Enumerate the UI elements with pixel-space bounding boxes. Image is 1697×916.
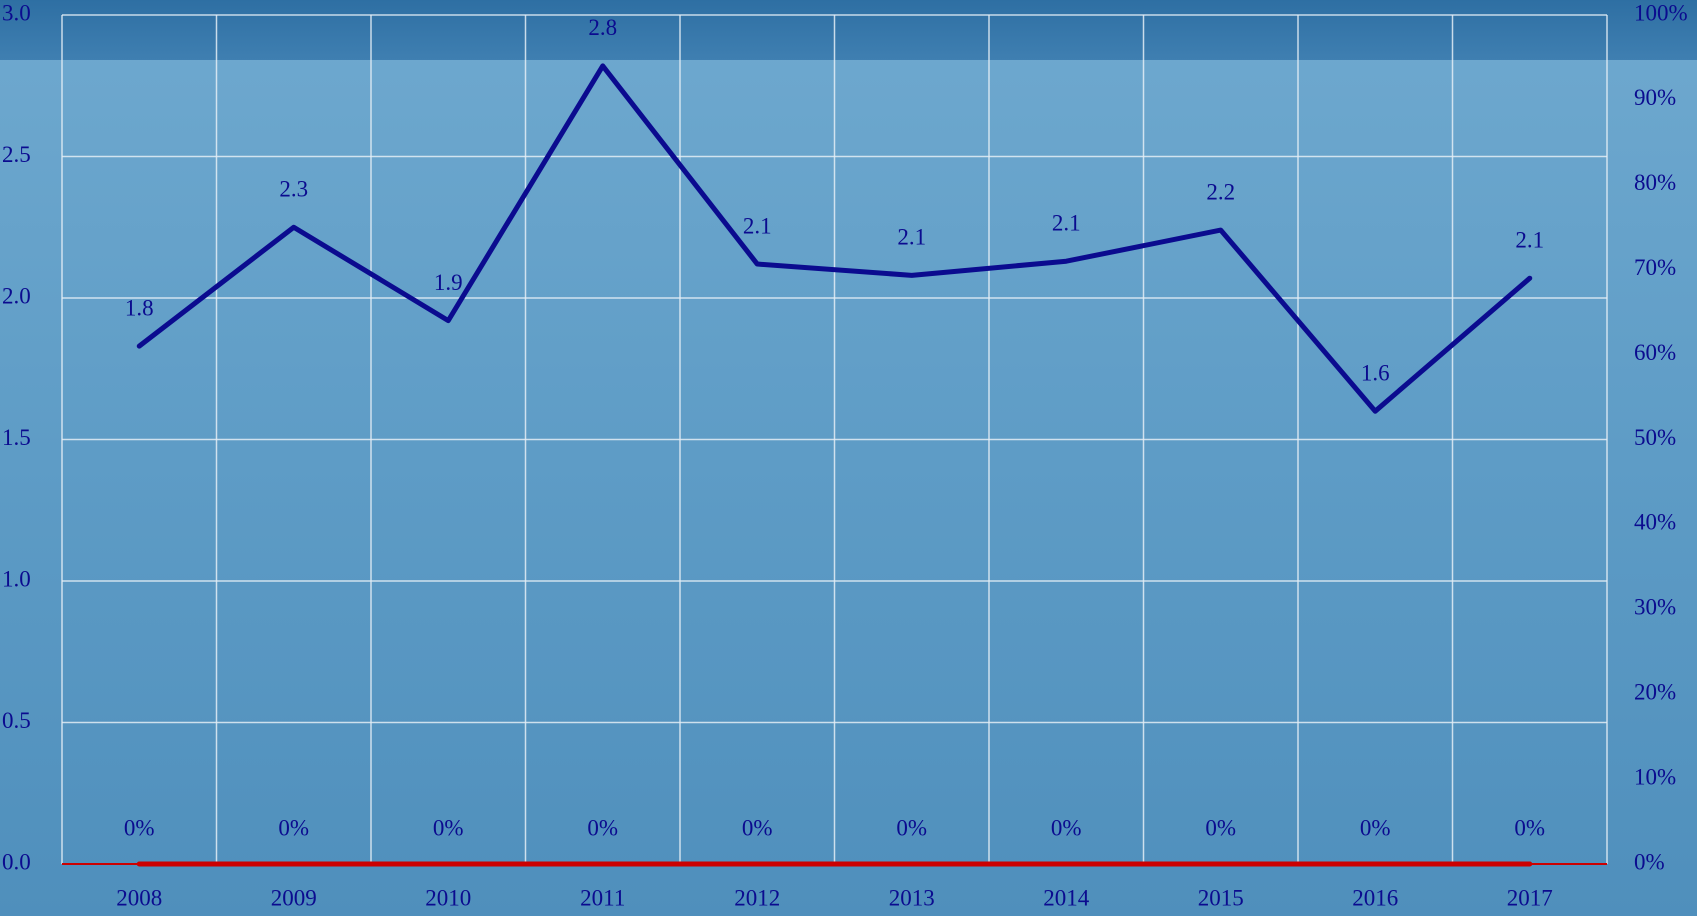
data-label: 0%: [1514, 815, 1545, 840]
x-tick-label: 2010: [425, 885, 471, 910]
data-label: 0%: [1051, 815, 1082, 840]
y2-tick-label: 0%: [1634, 849, 1665, 874]
x-tick-label: 2009: [271, 885, 317, 910]
data-label: 0%: [433, 815, 464, 840]
data-label: 0%: [1360, 815, 1391, 840]
y2-tick-label: 30%: [1634, 595, 1676, 620]
data-label: 2.1: [1052, 210, 1081, 235]
data-label: 0%: [587, 815, 618, 840]
y-tick-label: 1.0: [2, 566, 31, 591]
x-tick-label: 2008: [116, 885, 162, 910]
y2-tick-label: 70%: [1634, 255, 1676, 280]
data-label: 2.3: [279, 177, 308, 202]
x-tick-label: 2014: [1043, 885, 1090, 910]
data-label: 0%: [278, 815, 309, 840]
data-label: 2.1: [1515, 227, 1544, 252]
y-tick-label: 2.5: [2, 142, 31, 167]
data-label: 0%: [896, 815, 927, 840]
data-label: 2.1: [897, 225, 926, 250]
y2-tick-label: 100%: [1634, 0, 1688, 25]
y-tick-label: 2.0: [2, 283, 31, 308]
y-tick-label: 3.0: [2, 0, 31, 25]
data-label: 2.1: [743, 213, 772, 238]
x-tick-label: 2011: [580, 885, 625, 910]
y2-tick-label: 80%: [1634, 170, 1676, 195]
x-tick-label: 2016: [1352, 885, 1398, 910]
data-label: 0%: [124, 815, 155, 840]
x-tick-label: 2012: [734, 885, 780, 910]
y2-tick-label: 10%: [1634, 764, 1676, 789]
y2-tick-label: 50%: [1634, 425, 1676, 450]
y2-tick-label: 60%: [1634, 340, 1676, 365]
series-line: [136, 63, 1533, 414]
x-tick-label: 2013: [889, 885, 935, 910]
background-band: [0, 0, 1697, 60]
data-label: 2.2: [1206, 179, 1235, 204]
data-label: 0%: [742, 815, 773, 840]
y2-tick-label: 40%: [1634, 510, 1676, 535]
y-tick-label: 0.5: [2, 708, 31, 733]
data-label: 0%: [1205, 815, 1236, 840]
x-tick-label: 2017: [1507, 885, 1553, 910]
data-label: 2.8: [588, 15, 617, 40]
y2-tick-label: 90%: [1634, 85, 1676, 110]
data-label: 1.6: [1361, 360, 1390, 385]
y-tick-label: 0.0: [2, 849, 31, 874]
y2-tick-label: 20%: [1634, 679, 1676, 704]
x-tick-label: 2015: [1198, 885, 1244, 910]
data-label: 1.9: [434, 270, 463, 295]
data-label: 1.8: [125, 295, 154, 320]
y-tick-label: 1.5: [2, 425, 31, 450]
